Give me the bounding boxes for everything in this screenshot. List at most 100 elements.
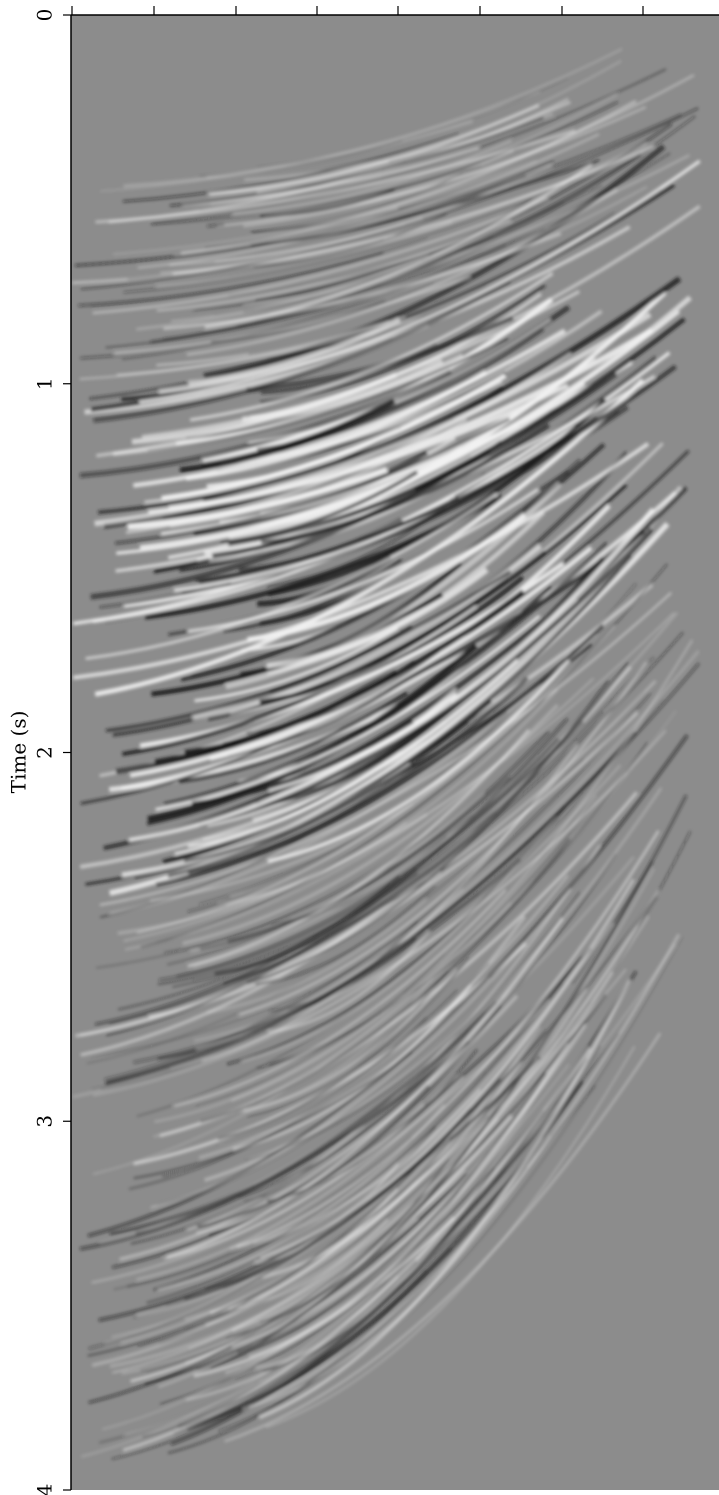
reflection <box>139 159 701 405</box>
y-axis-label: Time (s) <box>7 711 31 794</box>
reflection <box>163 232 562 331</box>
reflection <box>150 888 572 1209</box>
reflection <box>192 235 494 311</box>
reflection <box>156 219 512 312</box>
reflection <box>159 1079 516 1345</box>
reflection <box>207 160 390 195</box>
reflection <box>245 891 582 1162</box>
reflection <box>230 650 571 898</box>
reflection <box>259 354 596 518</box>
reflection <box>176 720 585 978</box>
reflection <box>222 661 630 985</box>
reflection <box>160 216 423 274</box>
reflection <box>104 730 637 1086</box>
reflection <box>154 589 525 765</box>
reflection <box>156 980 494 1206</box>
reflection <box>187 728 531 968</box>
reflection <box>194 627 399 703</box>
reflection <box>267 398 607 597</box>
reflection <box>243 74 695 228</box>
reflection <box>217 977 491 1146</box>
reflection <box>188 317 401 387</box>
reflection <box>122 1047 592 1452</box>
reflection <box>239 1150 489 1368</box>
top-ticks <box>71 6 644 15</box>
reflection <box>214 164 552 263</box>
y-tick-label: 3 <box>33 1115 57 1128</box>
reflection <box>128 989 459 1190</box>
reflection <box>210 60 622 205</box>
reflection <box>158 915 650 1388</box>
reflection <box>207 898 428 1014</box>
reflection <box>96 204 701 458</box>
reflection <box>146 983 565 1304</box>
reflection <box>169 116 545 207</box>
reflection <box>220 379 503 466</box>
reflection <box>195 1103 425 1235</box>
reflection <box>231 1023 587 1349</box>
reflection <box>147 383 569 515</box>
reflection <box>246 970 449 1118</box>
reflection <box>217 821 407 906</box>
reflection <box>123 119 474 188</box>
y-tick-label: 2 <box>33 746 57 759</box>
reflection <box>210 282 435 343</box>
reflection <box>120 968 627 1344</box>
reflection <box>167 554 634 879</box>
reflection <box>258 979 632 1420</box>
reflection <box>81 107 699 290</box>
reflection <box>253 982 573 1245</box>
reflection <box>178 691 408 784</box>
reflection <box>123 184 564 294</box>
reflection <box>242 933 681 1411</box>
reflection <box>122 132 460 203</box>
reflection <box>121 152 671 360</box>
reflection <box>250 174 527 247</box>
reflection <box>90 448 492 600</box>
reflection <box>105 717 569 1037</box>
reflection <box>166 917 564 1259</box>
reflection <box>232 139 512 215</box>
reflection <box>238 517 404 573</box>
reflection <box>113 159 537 256</box>
reflection <box>99 591 672 906</box>
reflection <box>222 558 403 633</box>
reflection <box>125 1136 544 1436</box>
reflection <box>185 370 488 481</box>
reflection <box>198 527 654 828</box>
reflection <box>187 676 530 875</box>
reflection <box>133 1051 414 1180</box>
reflection <box>139 563 668 948</box>
reflection <box>173 889 507 1108</box>
reflection <box>136 625 616 934</box>
reflection <box>72 442 650 680</box>
reflection <box>93 278 512 423</box>
reflection <box>187 488 540 634</box>
reflection <box>171 254 430 322</box>
reflection <box>126 1136 413 1288</box>
reflection <box>248 318 552 444</box>
reflection <box>141 1259 418 1439</box>
reflection <box>92 196 549 315</box>
reflection <box>266 1048 478 1202</box>
reflection <box>183 146 480 207</box>
reflection <box>105 570 512 733</box>
reflection <box>130 1041 468 1245</box>
reflection <box>259 868 655 1302</box>
reflection <box>211 423 550 559</box>
reflection <box>91 1057 540 1367</box>
reflection <box>114 275 472 355</box>
reflection <box>75 711 639 1038</box>
reflection <box>224 1032 662 1443</box>
reflection <box>246 787 663 1161</box>
reflection <box>151 68 667 225</box>
reflection <box>267 930 431 1034</box>
seismic-image <box>71 15 719 1490</box>
reflection <box>163 541 609 807</box>
reflections <box>71 48 701 1460</box>
reflection <box>189 272 554 422</box>
reflection <box>111 947 593 1270</box>
reflection <box>155 614 541 811</box>
reflection <box>166 656 655 966</box>
